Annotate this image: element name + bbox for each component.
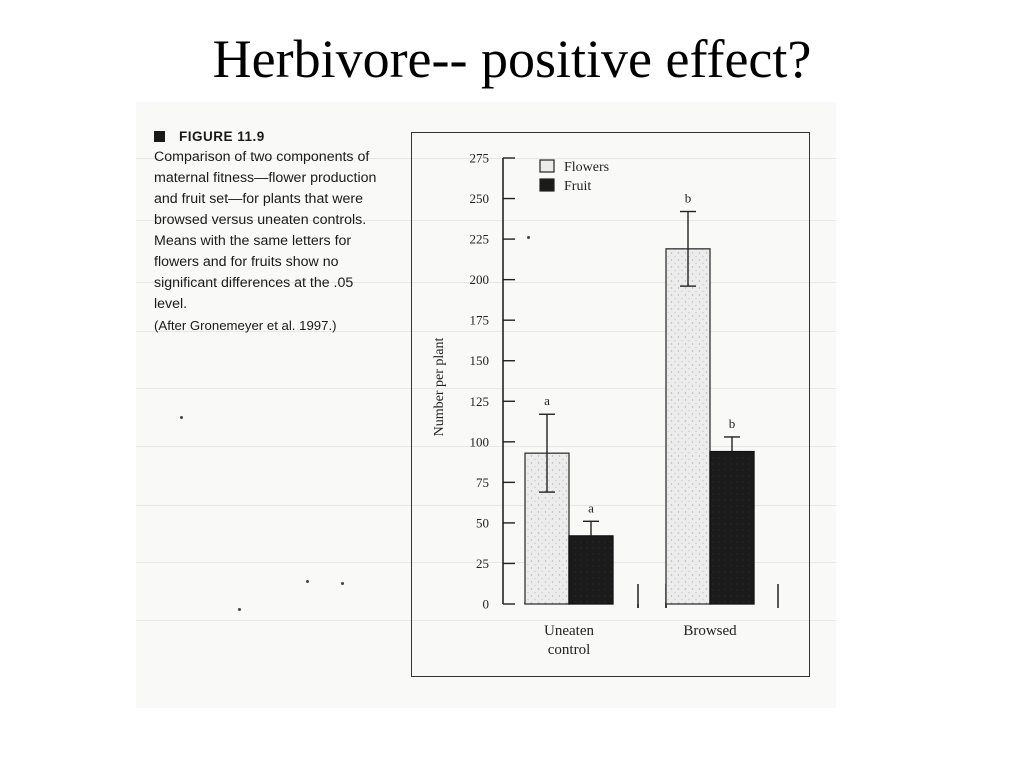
y-tick-label: 50 — [476, 515, 489, 530]
significance-letter: a — [544, 393, 550, 408]
ruled-line — [136, 282, 836, 283]
y-tick-label: 175 — [470, 313, 490, 328]
scan-speck — [180, 416, 183, 419]
axes-group: 0 25 50 75 100 125 150 175 200 225 250 275 Number pe… — [432, 151, 779, 658]
slide-title: Herbivore-- positive effect? — [212, 29, 812, 89]
y-tick-label: 0 — [483, 597, 490, 612]
figure-caption: FIGURE 11.9 Comparison of two components… — [154, 126, 390, 336]
y-tick-label: 250 — [470, 191, 490, 206]
y-tick-label: 275 — [470, 151, 490, 166]
bar-fruit-uneaten — [568, 535, 614, 605]
y-tick-label: 75 — [476, 475, 489, 490]
y-tick-label: 25 — [476, 556, 489, 571]
figure-scan: FIGURE 11.9 Comparison of two components… — [136, 102, 836, 708]
y-tick-label: 150 — [470, 353, 490, 368]
significance-letter: b — [685, 191, 692, 206]
bar-flowers-browsed — [665, 248, 711, 605]
y-tick-label: 125 — [470, 394, 490, 409]
bar-fruit-browsed — [709, 450, 755, 605]
scan-speck — [306, 580, 309, 583]
x-category-label: Browsed — [683, 623, 737, 639]
ruled-line — [136, 331, 836, 332]
ruled-line — [136, 446, 836, 447]
scan-speck — [527, 236, 530, 239]
legend-swatch-flowers — [539, 159, 555, 173]
ruled-line — [136, 562, 836, 563]
y-axis-label: Number per plant — [432, 338, 447, 437]
significance-letter: a — [588, 500, 594, 515]
x-category-label: control — [548, 642, 591, 658]
figure-label: FIGURE 11.9 — [154, 126, 390, 147]
scan-speck — [341, 582, 344, 585]
figure-marker-square — [154, 131, 165, 142]
x-category-label: Uneaten — [544, 623, 594, 639]
y-tick-label: 100 — [470, 434, 490, 449]
chart-frame — [411, 132, 810, 677]
legend: Flowers Fruit — [539, 159, 609, 194]
ruled-line — [136, 620, 836, 621]
ruled-line — [136, 388, 836, 389]
ruled-line — [136, 158, 836, 159]
y-tick-label: 225 — [470, 232, 490, 247]
bars-group: a a b b — [524, 191, 755, 605]
bar-chart: 0 25 50 75 100 125 150 175 200 225 250 275 Number pe… — [432, 151, 779, 658]
figure-caption-text: Comparison of two components of maternal… — [154, 149, 377, 312]
figure-label-text: FIGURE 11.9 — [179, 129, 265, 144]
significance-letter: b — [729, 416, 736, 431]
figure-caption-source: (After Gronemeyer et al. 1997.) — [154, 318, 337, 333]
legend-label-fruit: Fruit — [564, 179, 591, 194]
ruled-line — [136, 220, 836, 221]
ruled-line — [136, 505, 836, 506]
scan-speck — [238, 608, 241, 611]
legend-label-flowers: Flowers — [564, 160, 609, 175]
y-tick-label: 200 — [470, 272, 490, 287]
legend-swatch-fruit — [539, 178, 555, 192]
